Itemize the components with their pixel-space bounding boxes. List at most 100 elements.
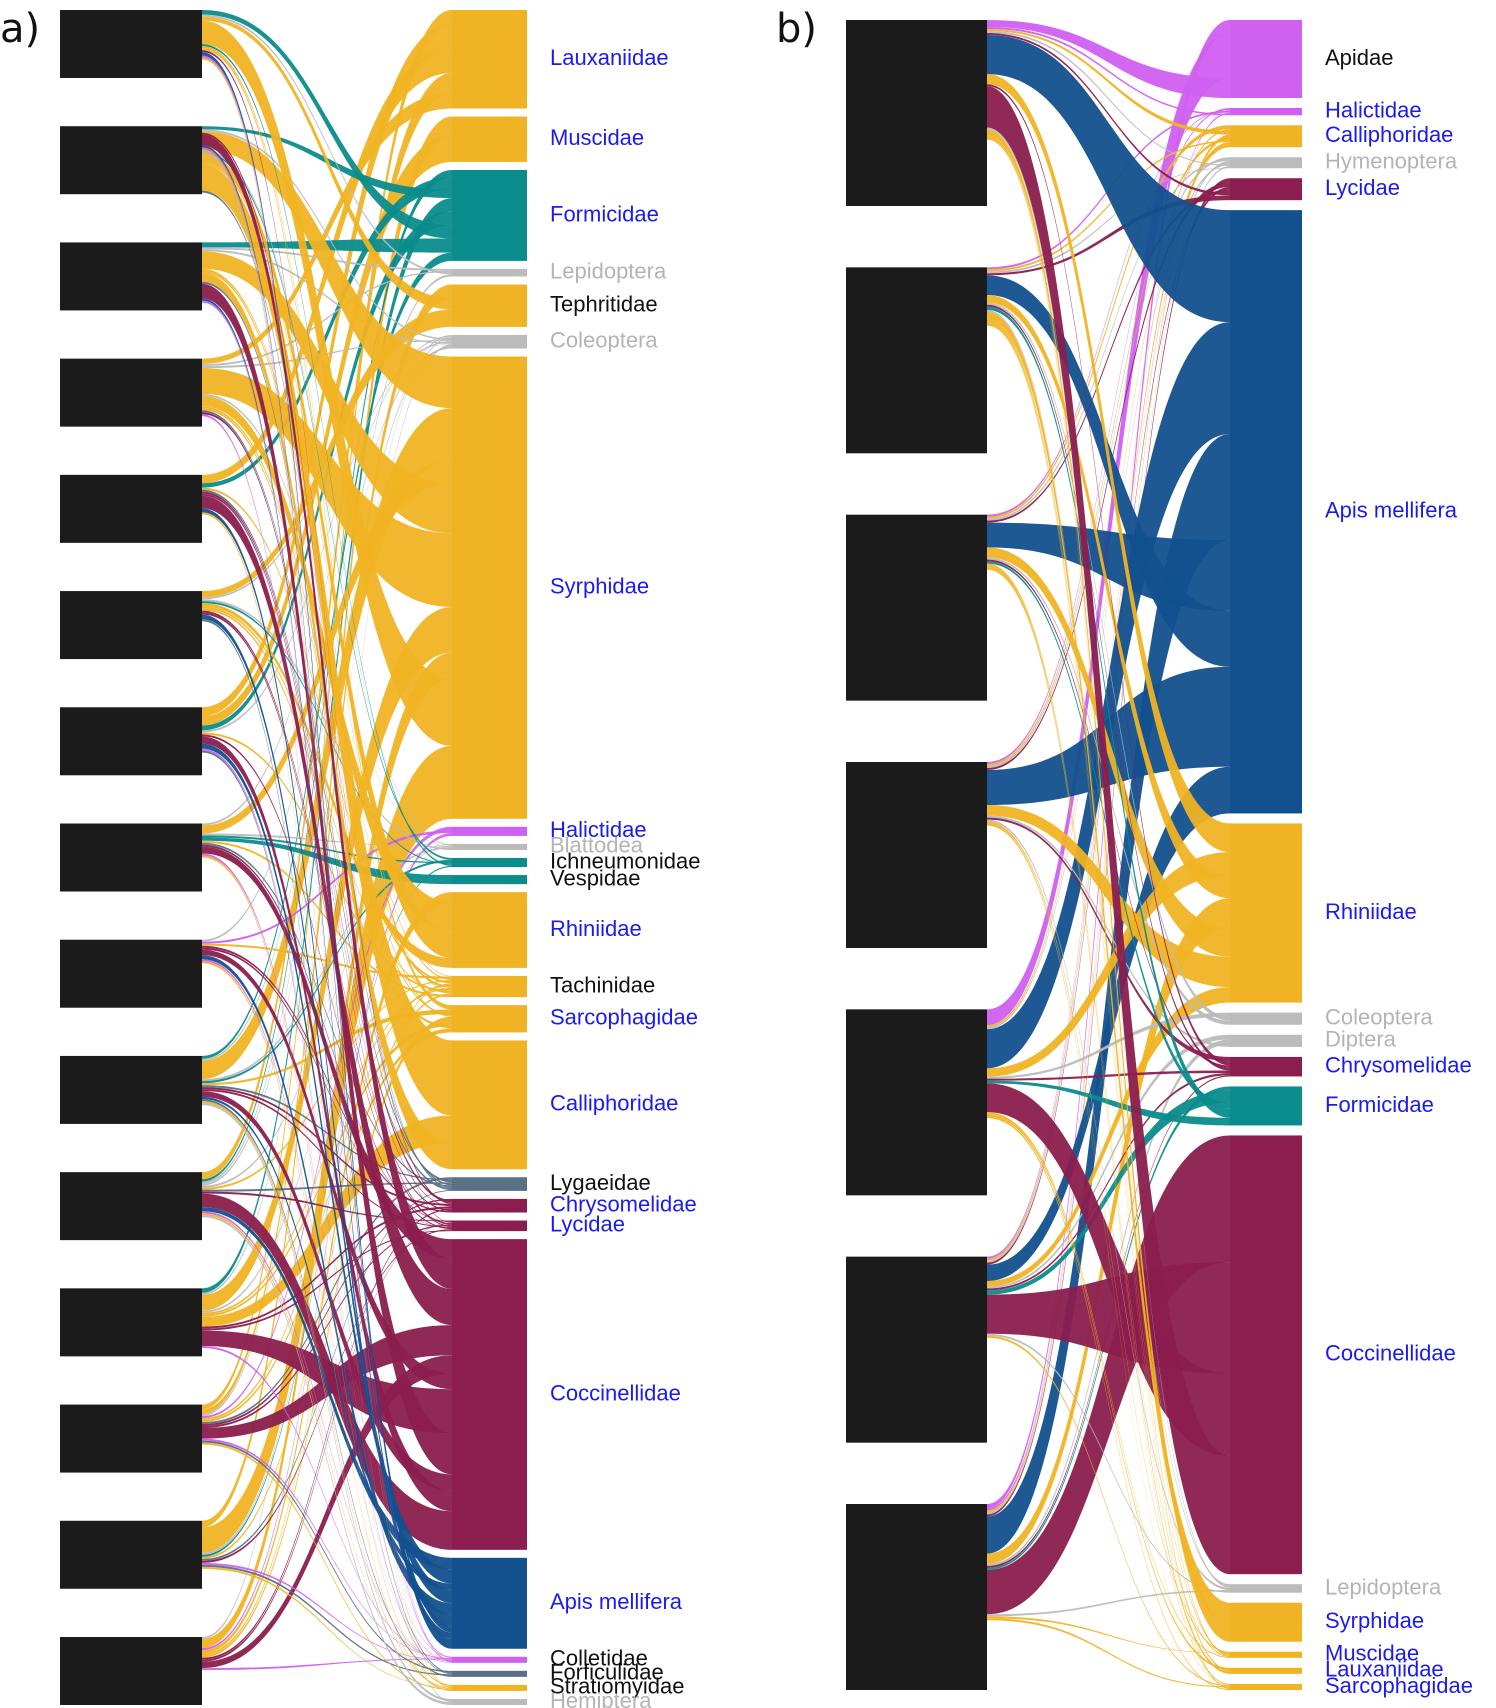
insect-label-tachinidae: Tachinidae (550, 972, 655, 997)
plant-bar (60, 939, 202, 1008)
interaction-link (202, 865, 452, 1557)
insect-bar-lycidae (452, 1220, 527, 1232)
insect-label-muscidae: Muscidae (1325, 1641, 1419, 1666)
plant-bar (60, 1404, 202, 1473)
panel-a: a) Lauxaniidae Muscidae Formicidae Lepidopt… (0, 6, 700, 1708)
insect-bar-vespidae (452, 875, 527, 885)
insect-bar-lycidae (1230, 178, 1302, 201)
insect-label-lycidae: Lycidae (1325, 175, 1400, 200)
interaction-link (202, 274, 452, 1184)
interaction-link (202, 1115, 452, 1327)
interaction-link (202, 50, 452, 1223)
interaction-link (202, 855, 452, 1686)
interaction-link (987, 137, 1230, 1690)
interaction-link (202, 20, 452, 746)
interaction-link (202, 57, 452, 1687)
interaction-link (202, 151, 452, 1703)
panel-b-links (987, 20, 1230, 1690)
insect-bar-tachinidae (452, 975, 527, 998)
interaction-link (202, 1101, 452, 1689)
insect-bar-apis-mellifera (1230, 210, 1302, 814)
interaction-link (202, 395, 452, 932)
interaction-link (202, 164, 452, 1116)
insect-bar-sarcophagidae (1230, 1683, 1302, 1690)
insect-label-diptera: Diptera (1325, 1027, 1397, 1052)
interaction-link (987, 1080, 1230, 1126)
plant-bar (60, 1520, 202, 1589)
interaction-link (202, 984, 452, 1421)
interaction-link (202, 987, 452, 1315)
interaction-link (202, 272, 452, 1170)
interaction-link (202, 606, 452, 1311)
interaction-link (202, 1658, 452, 1671)
interaction-link (202, 1206, 452, 1329)
insect-bar-chrysomelidae (1230, 1056, 1302, 1077)
interaction-link (987, 34, 1230, 323)
panel-b: b) Apidae HalictidaeCalliphoridaeHymenopt… (776, 6, 1473, 1698)
interaction-link (202, 52, 452, 1649)
panel-a-letter: a) (0, 6, 40, 52)
panel-b-insect-bars: Apidae HalictidaeCalliphoridaeHymenoptera… (1230, 20, 1473, 1698)
plant-bar (846, 267, 987, 454)
interaction-link (987, 434, 1230, 1554)
insect-label-halictidae: Halictidae (550, 817, 647, 842)
interaction-link (987, 32, 1230, 196)
interaction-link (202, 959, 452, 1661)
insect-label-blattodea: Blattodea (550, 833, 644, 858)
interaction-link (202, 979, 452, 1190)
interaction-link (202, 135, 452, 726)
insect-label-vespidae: Vespidae (550, 865, 641, 890)
insect-bar-sarcophagidae (452, 1005, 527, 1033)
insect-label-ichneumonidae: Ichneumonidae (550, 848, 700, 873)
interaction-link (202, 495, 452, 1326)
interaction-link (202, 1215, 452, 1705)
interaction-link (202, 750, 452, 1675)
interaction-link (202, 132, 452, 1204)
plant-bar (60, 474, 202, 543)
interaction-link (202, 601, 452, 865)
interaction-link (202, 993, 452, 1559)
interaction-link (202, 845, 452, 1555)
insect-bar-formicidae (1230, 1086, 1302, 1126)
interaction-link (202, 1566, 452, 1688)
insect-label-syrphidae: Syrphidae (1325, 1608, 1424, 1633)
plant-bar (846, 762, 987, 948)
insect-label-coccinellidae: Coccinellidae (550, 1380, 681, 1405)
interaction-link (202, 1016, 452, 1658)
interaction-link (202, 368, 452, 607)
interaction-link (202, 162, 452, 980)
interaction-link (987, 129, 1230, 1642)
insect-bar-lauxaniidae (1230, 1667, 1302, 1674)
panel-a-links (202, 10, 452, 1705)
insect-bar-stratiomyidae (452, 1684, 527, 1691)
insect-bar-rhiniidae (452, 892, 527, 968)
interaction-link (202, 55, 452, 1662)
interaction-link (202, 169, 452, 1182)
panel-a-insect-bars: Lauxaniidae Muscidae Formicidae Lepidoptera… (452, 10, 700, 1708)
interaction-link (987, 821, 1230, 1653)
insect-label-apis-mellifera: Apis mellifera (550, 1589, 683, 1614)
insect-label-syrphidae: Syrphidae (550, 573, 649, 598)
interaction-link (987, 1012, 1230, 1079)
interaction-link (202, 335, 452, 826)
interaction-link (987, 323, 1230, 1688)
interaction-link (202, 151, 452, 860)
interaction-link (202, 1103, 452, 1702)
interaction-link (202, 745, 452, 1553)
interaction-link (202, 983, 452, 1656)
insect-label-rhiniidae: Rhiniidae (1325, 899, 1417, 924)
interaction-link (202, 116, 452, 1528)
interaction-link (202, 603, 452, 968)
interaction-link (202, 281, 452, 1186)
insect-label-lepidoptera: Lepidoptera (1325, 1574, 1442, 1599)
interaction-link (202, 833, 452, 1651)
interaction-link (202, 748, 452, 1658)
interaction-link (987, 20, 1230, 98)
interaction-link (202, 1211, 452, 1663)
interaction-link (987, 135, 1230, 1656)
interaction-link (987, 565, 1230, 1674)
interaction-link (202, 14, 452, 275)
insect-label-stratiomyidae: Stratiomyidae (550, 1674, 685, 1699)
interaction-link (202, 334, 452, 1295)
interaction-link (202, 1096, 452, 1590)
